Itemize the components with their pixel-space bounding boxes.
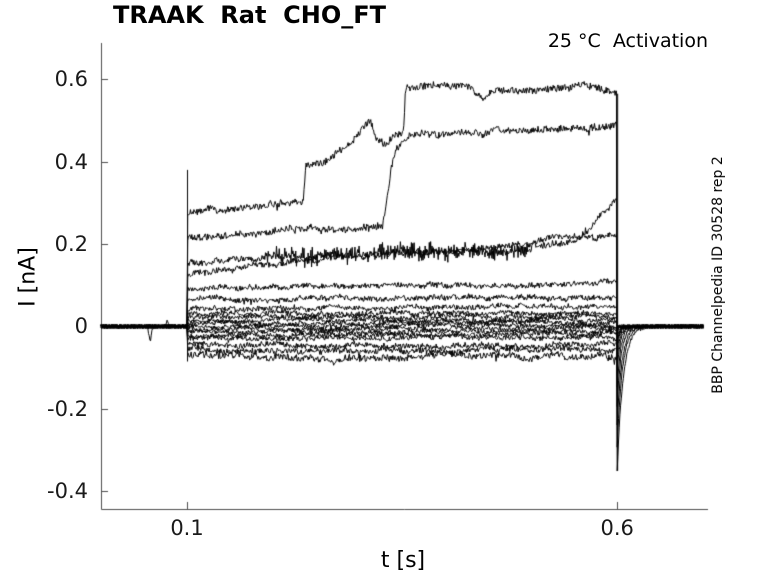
temperature-annotation: 25 °C Activation [547,30,708,52]
x-tick-label: 0.1 [170,516,204,540]
y-tick-label: -0.2 [47,396,88,421]
x-tick-label: 0.6 [600,516,634,540]
y-tick-label: 0.4 [54,149,88,174]
chart-title: TRAAK Rat CHO_FT [113,1,387,29]
y-tick-label: 0.2 [54,232,88,257]
channelpedia-watermark: BBP Channelpedia ID 30528 rep 2 [710,156,726,394]
y-tick-labels: 0.6 0.4 0.2 0 -0.2 -0.4 [0,0,88,583]
y-tick-label: -0.4 [47,479,88,504]
y-tick-label: 0.6 [54,67,88,92]
y-tick-label: 0 [74,314,88,339]
x-axis-label: t [s] [380,548,426,573]
